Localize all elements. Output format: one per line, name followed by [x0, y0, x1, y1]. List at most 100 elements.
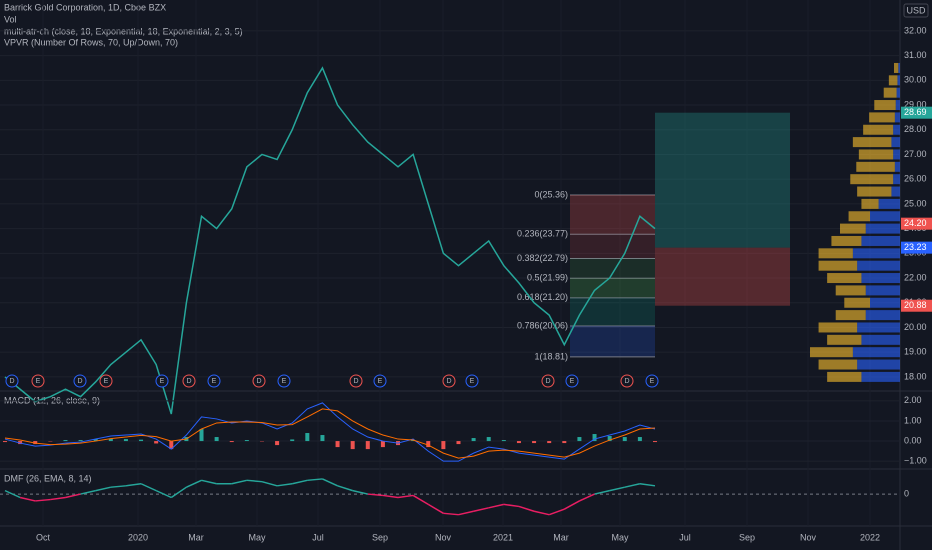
- macd-histogram: [577, 437, 582, 442]
- vpvr-up: [852, 347, 900, 358]
- vpvr-down: [835, 310, 866, 321]
- macd-histogram: [637, 437, 642, 442]
- event-label: E: [470, 378, 475, 385]
- dmf-segment: [548, 508, 565, 516]
- fib-zone: [570, 297, 655, 326]
- vpvr-up: [891, 137, 900, 148]
- vpvr-down: [818, 248, 853, 259]
- macd-histogram: [93, 439, 98, 442]
- event-label: D: [256, 378, 261, 385]
- vpvr-down: [827, 273, 862, 284]
- dmf-segment: [594, 489, 610, 495]
- x-tick-label: 2020: [128, 532, 148, 542]
- event-marker: [645, 374, 659, 388]
- event-marker: [565, 374, 579, 388]
- event-label: E: [212, 378, 217, 385]
- fib-label: 0.618(21.20): [517, 292, 568, 302]
- price-label-box: [901, 217, 932, 230]
- price-label: 28.69: [904, 107, 927, 117]
- event-marker: [31, 374, 45, 388]
- event-label: D: [9, 378, 14, 385]
- vpvr-up: [895, 100, 900, 111]
- vpvr-down: [831, 235, 862, 246]
- vpvr-down: [818, 359, 858, 370]
- dmf-segment: [443, 512, 459, 516]
- y-tick-label: 26.00: [904, 174, 927, 184]
- target-zone: [655, 112, 790, 248]
- macd-histogram: [516, 441, 521, 444]
- header-title: Barrick Gold Corporation, 1D, Cboe BZX: [4, 2, 166, 12]
- y-tick-label: 20.00: [904, 322, 927, 332]
- x-tick-label: May: [611, 532, 629, 542]
- event-marker: [442, 374, 456, 388]
- dmf-segment: [261, 480, 278, 487]
- fib-label: 0.786(20.06): [517, 320, 568, 330]
- fib-zone: [570, 195, 655, 235]
- vpvr-up: [861, 273, 900, 284]
- dmf-segment: [533, 510, 550, 516]
- event-marker: [373, 374, 387, 388]
- vpvr-down: [818, 260, 858, 271]
- macd-histogram: [501, 440, 506, 442]
- dmf-segment: [458, 510, 474, 516]
- vpvr-down: [827, 334, 862, 345]
- vpvr-down: [883, 87, 897, 98]
- vpvr-up: [893, 149, 900, 160]
- x-tick-label: Nov: [800, 532, 817, 542]
- dmf-segment: [488, 503, 505, 509]
- vpvr-up: [893, 174, 900, 185]
- vpvr-up: [891, 186, 900, 197]
- dmf-segment: [563, 500, 580, 510]
- x-tick-label: Nov: [435, 532, 452, 542]
- vpvr-up: [897, 75, 900, 86]
- dmf-segment: [125, 483, 142, 487]
- vpvr-up: [857, 359, 900, 370]
- dmf-segment: [65, 493, 81, 499]
- y-tick-label: 29.00: [904, 99, 927, 109]
- dmf-segment: [110, 485, 126, 488]
- macd-histogram: [108, 438, 113, 442]
- event-label: E: [160, 378, 165, 385]
- vpvr-down: [844, 297, 870, 308]
- dmf-segment: [579, 493, 595, 502]
- header-vol: Vol: [4, 14, 17, 24]
- event-marker: [73, 374, 87, 388]
- vpvr-down: [818, 322, 858, 333]
- vpvr-down: [840, 223, 866, 234]
- event-label: D: [77, 378, 82, 385]
- vpvr-up: [857, 260, 900, 271]
- x-tick-label: Oct: [36, 532, 51, 542]
- vpvr-down: [856, 161, 895, 172]
- price-label-box: [901, 299, 932, 312]
- macd-histogram: [139, 439, 144, 442]
- price-label: 20.88: [904, 300, 927, 310]
- vpvr-down: [894, 62, 899, 73]
- macd-histogram: [3, 441, 7, 443]
- dmf-segment: [19, 496, 36, 502]
- currency-box[interactable]: [903, 3, 929, 18]
- currency[interactable]: USD: [906, 5, 926, 15]
- dmf-segment: [412, 494, 429, 506]
- event-marker: [5, 374, 19, 388]
- vpvr-down: [850, 174, 894, 185]
- vpvr-up: [861, 235, 900, 246]
- dmf-segment: [518, 505, 535, 512]
- vpvr-up: [893, 124, 900, 135]
- price-label-box: [901, 241, 932, 254]
- x-tick-label: Jul: [679, 532, 691, 542]
- event-label: E: [104, 378, 109, 385]
- dmf-segment: [170, 486, 187, 499]
- dmf-label: DMF (26, EMA, 8, 14): [4, 473, 92, 483]
- y-tick-label: 18.00: [904, 371, 927, 381]
- price-label: 24.20: [904, 218, 927, 228]
- vpvr-down: [861, 198, 879, 209]
- vpvr-up: [861, 371, 900, 382]
- vpvr-up: [865, 223, 900, 234]
- price-label-box: [901, 106, 932, 119]
- y-tick-label: 25.00: [904, 198, 927, 208]
- x-tick-label: Sep: [372, 532, 388, 542]
- vpvr-down: [863, 124, 894, 135]
- x-tick-label: Mar: [553, 532, 569, 542]
- macd-histogram: [305, 433, 310, 442]
- event-marker: [620, 374, 634, 388]
